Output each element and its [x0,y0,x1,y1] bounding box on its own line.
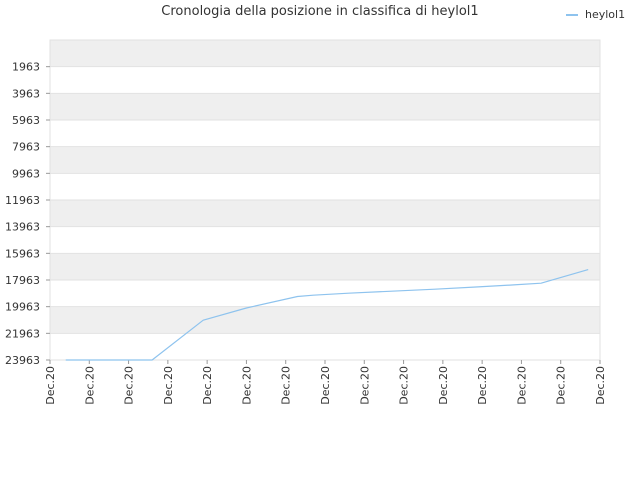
y-tick-label: 15963 [5,247,40,260]
x-tick-label: Dec.20 [83,366,96,405]
y-tick-label: 7963 [12,141,40,154]
x-tick-label: Dec.20 [280,366,293,405]
grid-band [50,93,600,120]
grid-band [50,66,600,94]
y-tick-label: 23963 [5,354,40,367]
grid-band [50,40,600,67]
y-tick-label: 17963 [5,274,40,287]
legend[interactable]: heylol1 [566,8,625,21]
chart-title: Cronologia della posizione in classifica… [161,4,479,19]
grid-band [50,200,600,227]
y-tick-label: 21963 [5,327,40,340]
x-tick-label: Dec.20 [201,366,214,405]
x-tick-label: Dec.20 [515,366,528,405]
y-tick-label: 5963 [12,114,40,127]
x-tick-label: Dec.20 [398,366,411,405]
x-tick-label: Dec.20 [594,366,607,405]
grid-band [50,280,600,307]
grid-band [50,333,600,360]
legend-label: heylol1 [585,8,626,21]
legend-swatch [566,13,578,16]
series-line-heylol1 [65,269,589,361]
y-axis-ticks: 1963 3963 5963 7963 9963 11963 13963 15963 17963… [5,61,50,367]
x-axis-ticks: Dec.20 Dec.20 Dec.20 Dec.20 Dec.20 Dec.20 Dec.… [44,360,607,405]
y-tick-label: 3963 [12,87,40,100]
x-tick-label: Dec.20 [555,366,568,405]
y-tick-label: 13963 [5,221,40,234]
y-tick-label: 1963 [12,61,40,74]
x-tick-label: Dec.20 [162,366,175,405]
x-tick-label: Dec.20 [358,366,371,405]
grid-band [50,253,600,280]
x-tick-label: Dec.20 [240,366,253,405]
grid-band [50,226,600,254]
x-tick-label: Dec.20 [44,366,57,405]
x-tick-label: Dec.20 [319,366,332,405]
grid-lines [50,66,600,361]
x-tick-label: Dec.20 [476,366,489,405]
grid-band [50,120,600,147]
grid-bands [50,40,600,360]
x-tick-label: Dec.20 [437,366,450,405]
series-layer [65,269,589,361]
y-tick-label: 19963 [5,301,40,314]
grid-band [50,173,600,200]
y-tick-label: 11963 [5,194,40,207]
grid-band [50,306,600,334]
grid-band [50,146,600,174]
y-tick-label: 9963 [12,167,40,180]
x-tick-label: Dec.20 [123,366,136,405]
